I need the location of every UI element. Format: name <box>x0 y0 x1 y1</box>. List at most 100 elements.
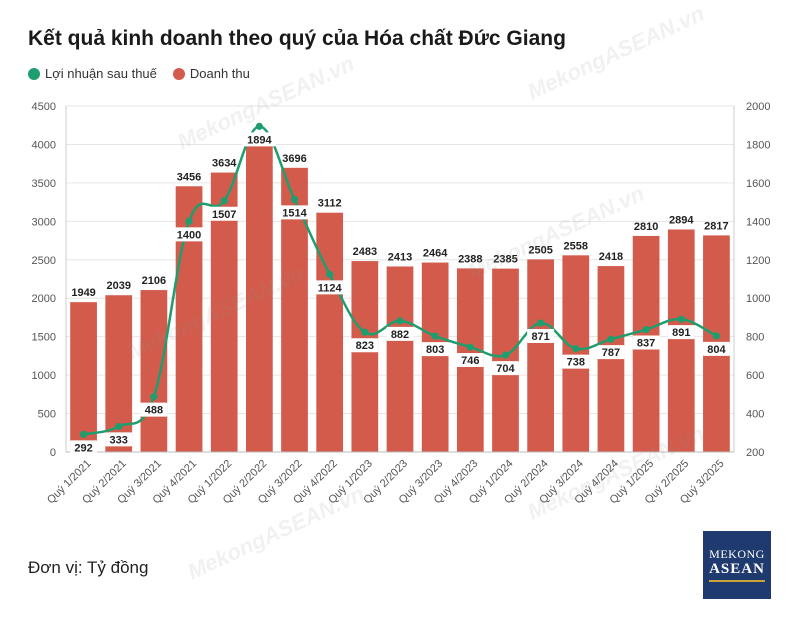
profit-label-box <box>562 354 590 369</box>
revenue-bar <box>386 266 414 452</box>
revenue-bar <box>492 268 519 452</box>
profit-label-box <box>140 402 168 417</box>
profit-label-box <box>172 227 207 242</box>
profit-point <box>572 344 580 353</box>
revenue-bar <box>175 186 203 452</box>
revenue-data-label: 3456 <box>177 171 201 183</box>
profit-label-box <box>632 335 660 350</box>
profit-point <box>642 325 650 334</box>
profit-point <box>185 217 193 225</box>
revenue-bar <box>562 255 590 452</box>
right-axis-tick-label: 600 <box>746 370 764 382</box>
left-axis-tick-label: 0 <box>50 447 56 459</box>
profit-data-label: 823 <box>356 340 374 352</box>
right-axis-tick-label: 1800 <box>746 139 770 151</box>
profit-line <box>83 125 718 436</box>
profit-data-label: 1124 <box>318 282 343 294</box>
left-axis-tick-label: 4500 <box>32 101 56 113</box>
profit-point <box>431 332 439 340</box>
revenue-data-label: 2388 <box>458 253 482 265</box>
revenue-bar <box>527 259 554 452</box>
profit-data-label: 704 <box>496 363 515 375</box>
profit-point <box>607 335 615 343</box>
right-axis-tick-label: 1400 <box>746 216 770 228</box>
profit-point <box>290 195 299 204</box>
profit-label-box <box>597 345 625 360</box>
profit-data-label: 837 <box>637 338 655 350</box>
revenue-data-label: 3112 <box>318 198 342 210</box>
legend-label-revenue: Doanh thu <box>189 66 250 81</box>
brand-logo: MEKONG ASEAN <box>703 531 771 599</box>
revenue-data-label: 2418 <box>599 251 623 263</box>
right-axis-tick-label: 2000 <box>746 101 770 113</box>
profit-point <box>501 351 510 359</box>
profit-label-box <box>70 440 98 455</box>
revenue-bar <box>667 229 695 452</box>
right-axis-tick-label: 1600 <box>746 178 770 190</box>
revenue-data-label: 2810 <box>634 221 658 233</box>
revenue-data-label: 2106 <box>142 275 166 287</box>
profit-point <box>326 270 334 278</box>
profit-point <box>677 315 685 323</box>
legend: Lợi nhuận sau thuế Doanh thu <box>28 66 250 81</box>
profit-point <box>466 343 474 351</box>
profit-point <box>220 197 228 205</box>
right-axis-tick-label: 800 <box>746 332 764 344</box>
profit-point <box>79 430 88 438</box>
left-axis-tick-label: 3000 <box>32 216 56 228</box>
revenue-data-label: 1949 <box>71 287 95 299</box>
legend-item-revenue[interactable]: Doanh thu <box>172 66 250 81</box>
profit-data-label: 804 <box>707 344 726 356</box>
revenue-data-label: 2464 <box>423 248 448 260</box>
profit-data-label: 746 <box>461 355 479 367</box>
revenue-data-label: 2558 <box>564 240 588 252</box>
left-axis-tick-label: 1500 <box>32 332 56 344</box>
profit-data-label: 292 <box>74 442 92 454</box>
logo-underline <box>709 580 765 582</box>
logo-top-text: MEKONG <box>709 547 765 561</box>
revenue-data-label: 2039 <box>106 280 130 292</box>
revenue-data-label: 3634 <box>212 158 237 170</box>
profit-label-box <box>105 432 133 447</box>
profit-point <box>115 422 123 431</box>
profit-label-box <box>277 205 312 220</box>
profit-data-label: 871 <box>531 331 549 343</box>
profit-point <box>150 393 158 401</box>
profit-data-label: 891 <box>672 327 690 339</box>
left-axis-tick-label: 1000 <box>32 370 56 382</box>
left-axis-tick-label: 4000 <box>32 139 56 151</box>
revenue-bar <box>140 290 168 452</box>
profit-label-box <box>527 329 555 344</box>
legend-swatch-profit <box>28 67 40 80</box>
legend-label-profit: Lợi nhuận sau thuế <box>45 66 157 81</box>
revenue-data-label: 2894 <box>669 214 694 226</box>
revenue-data-label: 2385 <box>493 254 517 266</box>
profit-label-box <box>312 280 347 295</box>
revenue-data-label: 3696 <box>282 153 306 165</box>
left-axis-tick-label: 3500 <box>32 178 56 190</box>
right-axis-tick-label: 400 <box>746 409 764 421</box>
profit-data-label: 738 <box>567 357 585 369</box>
legend-item-profit[interactable]: Lợi nhuận sau thuế <box>28 66 157 81</box>
revenue-data-label: 2483 <box>353 246 377 258</box>
revenue-bar <box>421 262 449 452</box>
profit-point <box>712 332 721 340</box>
revenue-data-label: 2505 <box>528 244 552 256</box>
profit-label-box <box>242 132 277 147</box>
revenue-bar <box>316 212 344 452</box>
chart-title: Kết quả kinh doanh theo quý của Hóa chất… <box>28 27 566 50</box>
profit-label-box <box>386 326 414 341</box>
profit-point <box>396 317 404 325</box>
right-axis-tick-label: 200 <box>746 447 764 459</box>
left-axis-tick-label: 2000 <box>32 293 56 305</box>
profit-label-box <box>456 353 484 368</box>
profit-label-box <box>667 325 695 340</box>
profit-label-box <box>207 206 242 221</box>
profit-label-box <box>702 341 730 356</box>
profit-data-label: 488 <box>145 405 163 417</box>
profit-data-label: 1400 <box>177 229 201 241</box>
revenue-bar <box>246 144 273 452</box>
profit-data-label: 1894 <box>247 134 272 146</box>
logo-bottom-text: ASEAN <box>709 561 765 577</box>
